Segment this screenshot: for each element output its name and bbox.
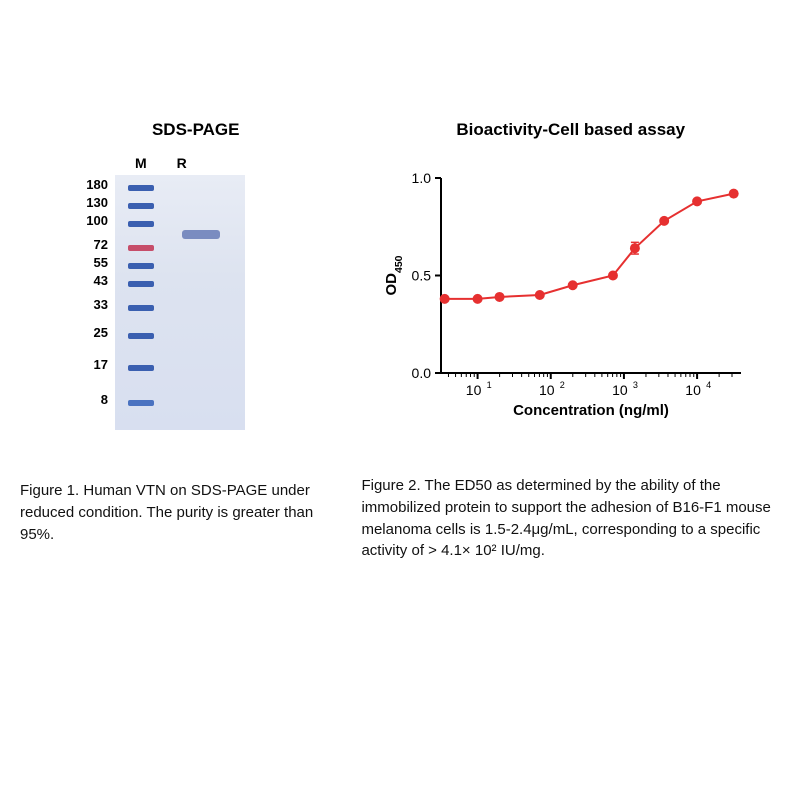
- y-tick-label: 0.0: [412, 365, 432, 381]
- gel-image: M R 180 130 100 72 55 43 33 25 17 8: [40, 155, 320, 435]
- x-tick-sup: 1: [487, 380, 492, 390]
- figure2-caption: Figure 2. The ED50 as determined by the …: [361, 475, 780, 562]
- marker-label: 25: [78, 325, 108, 340]
- data-point: [568, 280, 578, 290]
- x-tick-label: 10: [613, 382, 629, 398]
- marker-band: [128, 400, 154, 406]
- lane-label-r: R: [177, 155, 187, 171]
- marker-label: 17: [78, 357, 108, 372]
- marker-band: [128, 185, 154, 191]
- marker-label: 33: [78, 297, 108, 312]
- marker-band: [128, 305, 154, 311]
- marker-label: 180: [78, 177, 108, 192]
- sample-band: [182, 230, 220, 239]
- marker-label: 8: [78, 392, 108, 407]
- marker-band: [128, 263, 154, 269]
- x-tick-label: 10: [466, 382, 482, 398]
- marker-band: [128, 203, 154, 209]
- data-point: [608, 271, 618, 281]
- x-tick-label: 10: [539, 382, 555, 398]
- marker-band: [128, 245, 154, 251]
- marker-band: [128, 221, 154, 227]
- x-axis-label: Concentration (ng/ml): [514, 402, 670, 419]
- figure-container: SDS-PAGE M R 1801301007255433325178 Figu…: [0, 0, 800, 562]
- marker-label: 130: [78, 195, 108, 210]
- sds-page-title: SDS-PAGE: [60, 120, 331, 140]
- y-axis-label: OD450: [383, 255, 405, 295]
- panel-bioactivity: Bioactivity-Cell based assay 0.0 0.5 1.0 10…: [361, 120, 780, 562]
- marker-label: 55: [78, 255, 108, 270]
- x-tick-sup: 2: [560, 380, 565, 390]
- figure1-caption: Figure 1. Human VTN on SDS-PAGE under re…: [20, 480, 331, 545]
- data-point: [440, 294, 450, 304]
- data-point: [693, 196, 703, 206]
- y-tick-label: 0.5: [412, 268, 432, 284]
- lane-labels: M R: [135, 155, 187, 171]
- lane-label-m: M: [135, 155, 147, 171]
- marker-band: [128, 281, 154, 287]
- data-point: [473, 294, 483, 304]
- data-line: [445, 194, 734, 299]
- gel-background: [115, 175, 245, 430]
- y-tick-label: 1.0: [412, 170, 432, 186]
- marker-label: 100: [78, 213, 108, 228]
- marker-band: [128, 365, 154, 371]
- bioactivity-title: Bioactivity-Cell based assay: [361, 120, 780, 140]
- chart-svg: 0.0 0.5 1.0 10 1 10 2 10 3 10 4 OD450 Concentration …: [371, 160, 771, 430]
- panel-sds-page: SDS-PAGE M R 180 130 100 72 55 43 33 25 17 8 Figu…: [20, 120, 331, 562]
- bioactivity-chart: 0.0 0.5 1.0 10 1 10 2 10 3 10 4 OD450 Concentration …: [371, 160, 771, 430]
- marker-label: 43: [78, 273, 108, 288]
- x-tick-label: 10: [686, 382, 702, 398]
- marker-band: [128, 333, 154, 339]
- data-point: [660, 216, 670, 226]
- data-point: [630, 243, 640, 253]
- x-tick-sup: 4: [707, 380, 712, 390]
- data-point: [495, 292, 505, 302]
- marker-label: 72: [78, 237, 108, 252]
- x-tick-sup: 3: [633, 380, 638, 390]
- data-point: [729, 189, 739, 199]
- data-point: [535, 290, 545, 300]
